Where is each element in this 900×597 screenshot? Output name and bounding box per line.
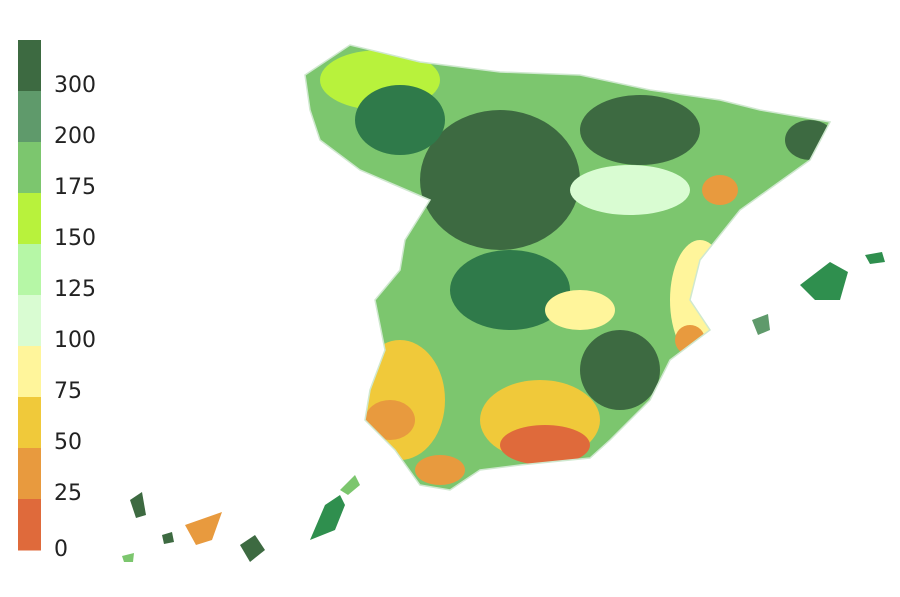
- legend-swatch: [18, 142, 41, 194]
- legend-swatch: [18, 499, 41, 551]
- legend-label: 50: [54, 430, 82, 455]
- legend-swatch: [18, 295, 41, 347]
- legend-swatch: [18, 346, 41, 398]
- legend-swatch: [18, 244, 41, 296]
- legend-label: 25: [54, 481, 82, 506]
- legend-swatch: [18, 397, 41, 449]
- legend-swatch: [18, 448, 41, 500]
- legend-label: 200: [54, 124, 96, 149]
- legend-label: 175: [54, 175, 96, 200]
- legend-label: 125: [54, 277, 96, 302]
- legend-label: 0: [54, 537, 68, 562]
- legend-label: 150: [54, 226, 96, 251]
- legend-swatch: [18, 40, 41, 92]
- legend-label: 75: [54, 379, 82, 404]
- mainland: [304, 44, 832, 491]
- legend-label: 300: [54, 73, 96, 98]
- islands: [122, 252, 885, 562]
- legend-label: 100: [54, 328, 96, 353]
- legend-swatch: [18, 193, 41, 245]
- legend-swatch: [18, 91, 41, 143]
- legend: 300 200 175 150 125 100 75 50 25 0: [18, 40, 96, 562]
